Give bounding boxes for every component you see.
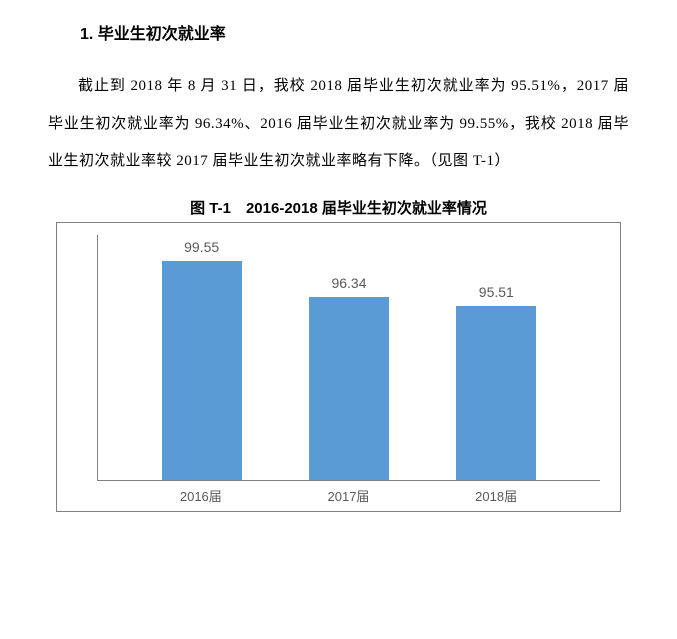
x-label: 2018届 [446, 486, 546, 505]
section-heading: 1. 毕业生初次就业率 [80, 20, 629, 44]
bar-group: 99.55 [152, 235, 252, 480]
figure-caption: 图 T-1 2016-2018 届毕业生初次就业率情况 [48, 197, 629, 218]
body-paragraph: 截止到 2018 年 8 月 31 日，我校 2018 届毕业生初次就业率为 9… [48, 68, 629, 181]
x-label: 2017届 [298, 486, 398, 505]
x-label: 2016届 [151, 486, 251, 505]
bar-2016: 99.55 [162, 261, 242, 480]
bar-value-label: 99.55 [184, 239, 219, 255]
bars-group: 99.55 96.34 95.51 [98, 235, 600, 480]
x-axis-labels: 2016届 2017届 2018届 [97, 486, 600, 505]
plot-area: 99.55 96.34 95.51 [97, 235, 600, 481]
bar-2018: 95.51 [456, 306, 536, 480]
bar-group: 95.51 [446, 235, 546, 480]
bar-group: 96.34 [299, 235, 399, 480]
bar-value-label: 96.34 [331, 275, 366, 291]
bar-value-label: 95.51 [479, 284, 514, 300]
bar-chart: 99.55 96.34 95.51 2016届 2017届 2018届 [56, 222, 621, 512]
bar-2017: 96.34 [309, 297, 389, 480]
